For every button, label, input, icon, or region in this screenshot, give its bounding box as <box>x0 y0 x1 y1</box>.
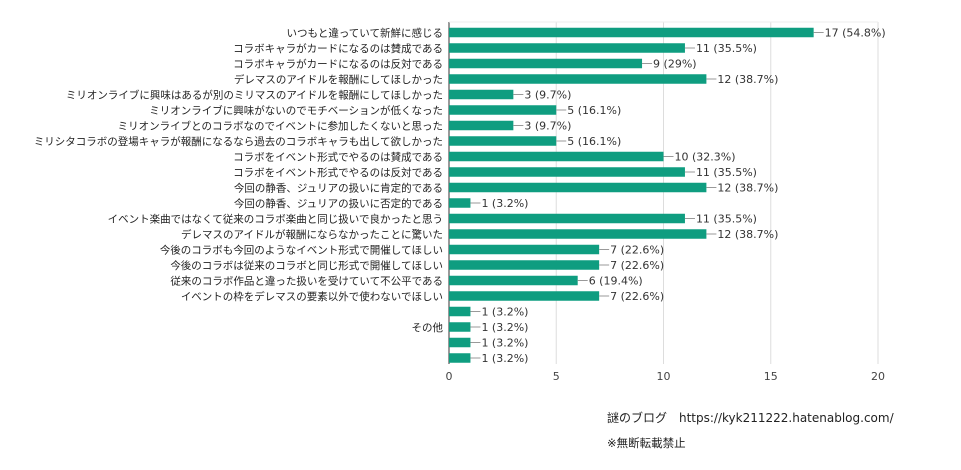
data-label: 1 (3.2%) <box>481 321 528 334</box>
bar <box>449 306 471 317</box>
data-label: 12 (38.7%) <box>717 73 778 86</box>
x-tick-label: 20 <box>871 370 885 383</box>
bar <box>449 337 471 348</box>
bar <box>449 136 557 146</box>
category-label: ミリシタコラボの登場キャラが報酬になるなら過去のコラボキャラも出して欲しかった <box>34 135 443 148</box>
data-label: 7 (22.6%) <box>610 290 664 303</box>
data-label: 11 (35.5%) <box>696 213 757 226</box>
bar <box>449 213 685 224</box>
data-label: 12 (38.7%) <box>717 182 778 195</box>
category-label: 今回の静香、ジュリアの扱いに否定的である <box>234 197 443 210</box>
data-label: 5 (16.1%) <box>567 135 621 148</box>
bar <box>449 74 707 84</box>
bar <box>449 260 600 270</box>
data-label: 3 (9.7%) <box>524 89 571 102</box>
data-label: 1 (3.2%) <box>481 197 528 210</box>
bar <box>449 353 471 363</box>
category-label: 今回の静香、ジュリアの扱いに肯定的である <box>234 182 443 195</box>
category-label: 今後のコラボは従来のコラボと同じ形式で開催してほしい <box>170 259 443 272</box>
data-label: 6 (19.4%) <box>589 275 643 288</box>
x-tick-label: 15 <box>764 370 778 383</box>
data-label: 11 (35.5%) <box>696 42 757 55</box>
bar <box>449 89 514 100</box>
value-labels: 17 (54.8%) 11 (35.5%) 9 (29%) 12 (38.7%) 3 (… <box>470 27 886 365</box>
category-label: イベント楽曲ではなくて従来のコラボ楽曲と同じ扱いで良かったと思う <box>108 213 443 226</box>
bar <box>449 244 600 255</box>
bar <box>449 229 707 239</box>
blog-credit: 謎のブログ https://kyk211222.hatenablog.com/ <box>607 411 894 425</box>
bar <box>449 151 664 162</box>
bar <box>449 182 707 193</box>
x-tick-label: 5 <box>553 370 560 383</box>
bars <box>449 27 814 363</box>
category-label: その他 <box>412 321 444 334</box>
data-label: 1 (3.2%) <box>481 352 528 365</box>
data-label: 5 (16.1%) <box>567 104 621 117</box>
data-label: 10 (32.3%) <box>675 151 736 164</box>
category-label: ミリオンライブに興味がないのでモチベーションが低くなった <box>149 104 443 117</box>
bar <box>449 322 471 332</box>
category-label: デレマスのアイドルが報酬にならなかったことに驚いた <box>181 228 443 241</box>
category-label: いつもと違っていて新鮮に感じる <box>287 27 443 40</box>
category-label: 従来のコラボ作品と違った扱いを受けていて不公平である <box>170 275 443 288</box>
data-label: 17 (54.8%) <box>825 27 886 40</box>
bar <box>449 291 600 301</box>
data-label: 11 (35.5%) <box>696 166 757 179</box>
category-label: コラボをイベント形式でやるのは賛成である <box>233 151 443 164</box>
bar <box>449 105 557 115</box>
data-label: 12 (38.7%) <box>717 228 778 241</box>
x-tick-label: 10 <box>657 370 671 383</box>
data-label: 9 (29%) <box>653 58 697 71</box>
category-label: コラボをイベント形式でやるのは反対である <box>233 166 443 179</box>
category-label: コラボキャラがカードになるのは反対である <box>233 58 443 71</box>
category-labels: いつもと違っていて新鮮に感じるコラボキャラがカードになるのは賛成であるコラボキャ… <box>34 27 444 335</box>
data-label: 7 (22.6%) <box>610 244 664 257</box>
bar <box>449 167 685 177</box>
x-tick-labels: 0 5 10 15 20 <box>446 370 886 383</box>
data-label: 1 (3.2%) <box>481 337 528 350</box>
bar <box>449 43 685 53</box>
category-label: デレマスのアイドルを報酬にしてほしかった <box>234 73 443 86</box>
bar <box>449 120 514 131</box>
data-label: 1 (3.2%) <box>481 306 528 319</box>
bar-chart: いつもと違っていて新鮮に感じるコラボキャラがカードになるのは賛成であるコラボキャ… <box>34 21 886 383</box>
bar <box>449 275 578 286</box>
category-label: ミリオンライブとのコラボなのでイベントに参加したくないと思った <box>118 120 443 133</box>
x-tick-label: 0 <box>446 370 453 383</box>
data-label: 3 (9.7%) <box>524 120 571 133</box>
bar <box>449 58 643 69</box>
no-reprint-notice: ※無断転載禁止 <box>607 436 686 450</box>
bar <box>449 27 814 38</box>
bar <box>449 198 471 208</box>
category-label: 今後のコラボも今回のようなイベント形式で開催してほしい <box>160 244 443 257</box>
category-label: ミリオンライブに興味はあるが別のミリマスのアイドルを報酬にしてほしかった <box>66 89 443 102</box>
category-label: コラボキャラがカードになるのは賛成である <box>233 42 443 55</box>
category-label: イベントの枠をデレマスの要素以外で使わないでほしい <box>181 290 443 303</box>
data-label: 7 (22.6%) <box>610 259 664 272</box>
